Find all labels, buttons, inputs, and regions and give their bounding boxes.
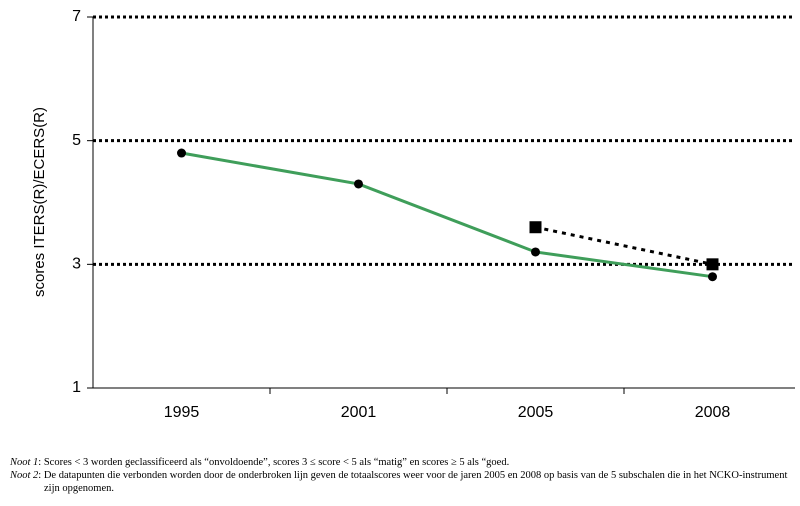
y-axis-label: scores ITERS(R)/ECERS(R)	[31, 107, 48, 297]
x-tick-label: 1995	[164, 404, 200, 421]
marker	[531, 247, 540, 257]
x-tick-label: 2008	[695, 404, 731, 421]
y-tick-label: 1	[72, 379, 81, 396]
series-line	[181, 151, 713, 279]
marker	[708, 272, 717, 282]
note-text: : Scores < 3 worden geclassificeerd als …	[38, 457, 510, 468]
y-tick-label: 7	[72, 8, 81, 25]
marker	[529, 221, 542, 234]
y-tick-label: 3	[72, 256, 81, 273]
chart: scores ITERS(R)/ECERS(R) 1 3 5 7 1995 2001 200…	[31, 8, 795, 421]
note-label: Noot 2	[10, 470, 39, 481]
x-tick-label: 2005	[518, 404, 554, 421]
note: Noot 2: De datapunten die verbonden word…	[10, 469, 798, 495]
x-tick-label: 2001	[341, 404, 377, 421]
note: Noot 1: Scores < 3 worden geclassificeer…	[10, 456, 798, 469]
y-tick-label: 5	[72, 132, 81, 149]
note-label: Noot 1	[10, 457, 39, 468]
notes: Noot 1: Scores < 3 worden geclassificeer…	[10, 456, 798, 495]
series-line	[535, 225, 713, 266]
marker	[177, 148, 186, 158]
note-text: : De datapunten die verbonden worden doo…	[38, 470, 788, 494]
marker	[354, 179, 363, 189]
marker	[706, 258, 719, 271]
